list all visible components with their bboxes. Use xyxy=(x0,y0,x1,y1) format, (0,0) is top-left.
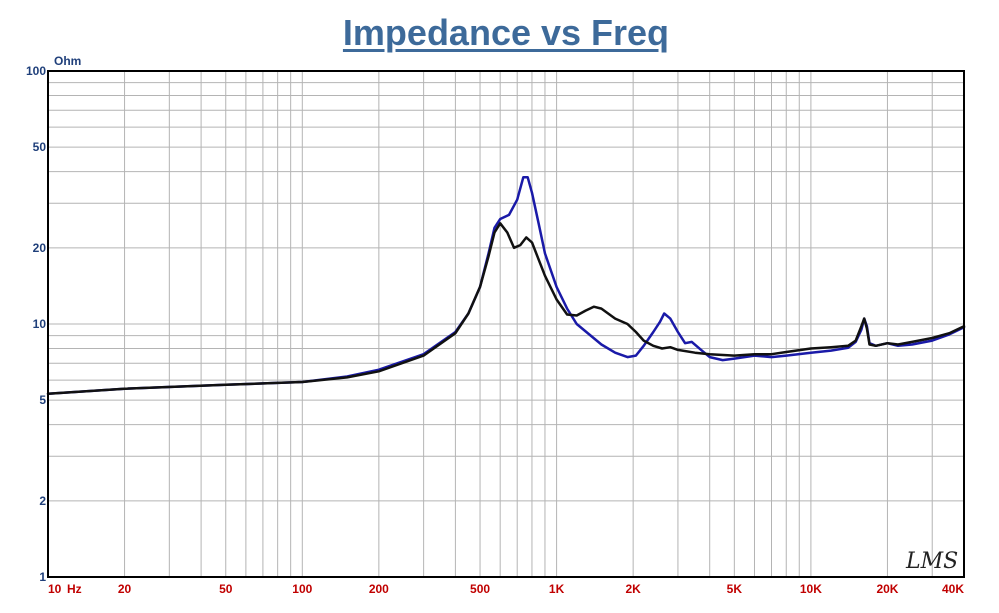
x-tick-label: 10 xyxy=(48,582,62,596)
x-tick-label: 20K xyxy=(876,582,898,596)
x-tick-label: 5K xyxy=(727,582,743,596)
y-tick-label: 1 xyxy=(39,570,46,584)
y-tick-label: 50 xyxy=(33,140,47,154)
x-tick-label: 10K xyxy=(800,582,822,596)
x-tick-label: 500 xyxy=(470,582,490,596)
x-tick-label: 40K xyxy=(942,582,964,596)
x-unit-label: Hz xyxy=(67,582,82,596)
x-tick-label: 200 xyxy=(369,582,389,596)
lms-watermark: LMS xyxy=(905,549,958,574)
grid-lines xyxy=(48,71,964,577)
y-axis-unit-label: Ohm xyxy=(54,54,81,68)
plot-frame xyxy=(47,70,965,578)
x-tick-label: 1K xyxy=(549,582,565,596)
chart-title: Impedance vs Freq xyxy=(342,12,670,53)
y-tick-label: 100 xyxy=(26,64,46,78)
series-line-1 xyxy=(46,176,966,396)
series-layer xyxy=(46,176,966,396)
y-tick-label: 20 xyxy=(33,241,47,255)
y-tick-label: 10 xyxy=(33,317,47,331)
series-line-2 xyxy=(46,222,966,396)
x-tick-labels: 10 Hz 20 50 100 200 500 1K 2K 5K 10K 20K 40K xyxy=(48,582,964,596)
y-tick-label: 2 xyxy=(39,494,46,508)
x-tick-label: 20 xyxy=(118,582,132,596)
y-tick-label: 5 xyxy=(39,393,46,407)
x-tick-label: 100 xyxy=(292,582,312,596)
y-tick-labels: 1 2 5 10 20 50 100 xyxy=(26,64,46,584)
x-tick-label: 2K xyxy=(625,582,641,596)
x-tick-label: 50 xyxy=(219,582,233,596)
